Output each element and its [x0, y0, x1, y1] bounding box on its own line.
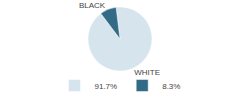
svg-text:91.7%: 91.7%	[95, 82, 118, 91]
svg-text:WHITE: WHITE	[134, 68, 160, 77]
svg-text:8.3%: 8.3%	[162, 82, 180, 91]
svg-text:BLACK: BLACK	[79, 1, 106, 10]
